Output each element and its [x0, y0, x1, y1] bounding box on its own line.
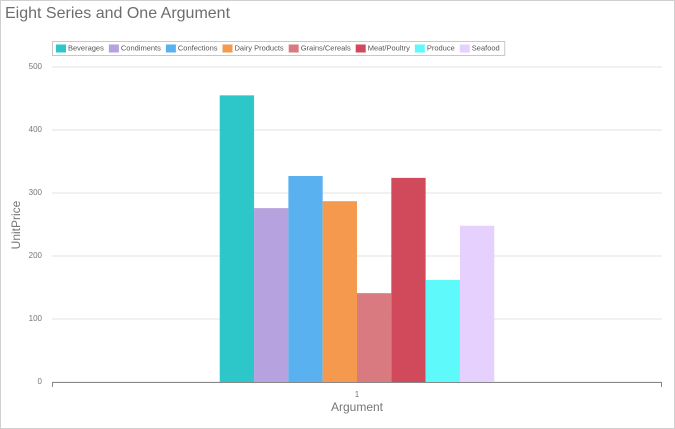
y-tick-label: 100	[29, 314, 43, 323]
y-tick-label: 200	[29, 251, 43, 260]
legend-swatch	[414, 44, 425, 53]
legend-swatch	[355, 44, 366, 53]
bar	[391, 177, 426, 382]
y-axis-label: UnitPrice	[9, 200, 23, 249]
legend-swatch	[56, 44, 66, 53]
y-tick-label: 0	[38, 377, 43, 386]
bar	[288, 175, 323, 382]
y-tick-label: 500	[29, 62, 43, 71]
legend-swatch	[288, 44, 299, 53]
legend-label: Grains/Cereals	[301, 43, 351, 52]
legend-swatch	[165, 44, 176, 53]
legend-label: Meat/Poultry	[368, 43, 410, 52]
chart-title: Eight Series and One Argument	[5, 5, 231, 22]
y-tick-label: 300	[29, 188, 43, 197]
legend-label: Dairy Products	[235, 43, 284, 52]
legend-swatch	[459, 44, 470, 53]
bar	[425, 279, 460, 382]
legend-label: Produce	[427, 43, 455, 52]
legend-label: Beverages	[68, 43, 104, 52]
bar	[459, 225, 495, 382]
legend-label: Confections	[178, 43, 218, 52]
legend-swatch	[222, 44, 233, 53]
legend-label: Condiments	[121, 43, 161, 52]
legend	[52, 41, 506, 56]
bar	[357, 293, 392, 382]
legend-label: Seafood	[472, 43, 500, 52]
x-axis-label: Argument	[331, 400, 384, 414]
y-tick-label: 400	[29, 125, 43, 134]
bar	[254, 208, 289, 382]
bar	[219, 95, 255, 382]
x-tick-label: 1	[355, 390, 360, 399]
legend-swatch	[108, 44, 119, 53]
bar	[322, 201, 357, 382]
